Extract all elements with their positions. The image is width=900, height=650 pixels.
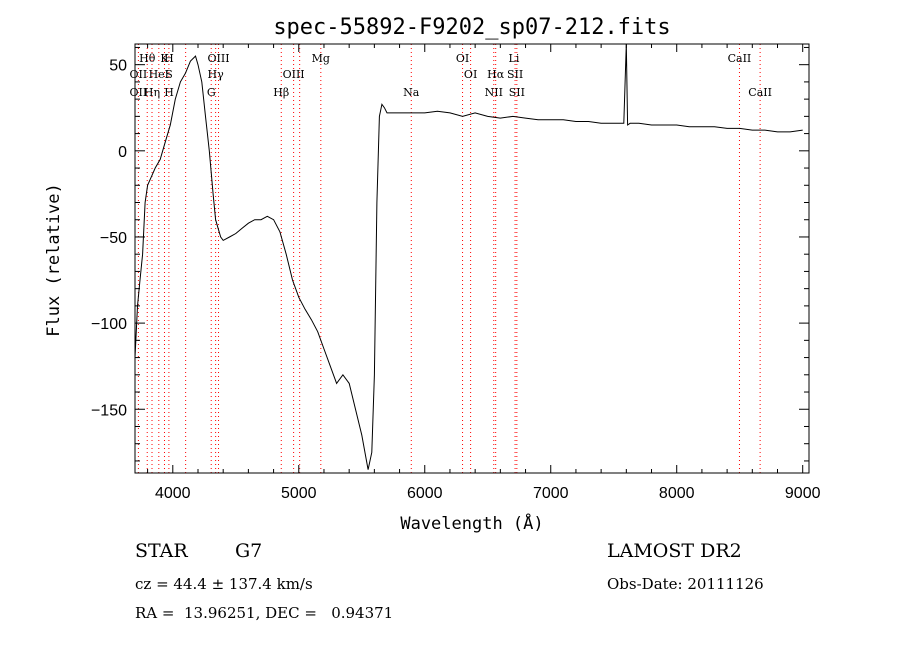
- x-tick-label: 6000: [407, 485, 443, 502]
- spectral-line-label: Hβ: [273, 86, 289, 99]
- spectral-line-label: H: [164, 52, 174, 65]
- x-tick-label: 9000: [785, 485, 821, 502]
- spectral-line-label: OI: [464, 68, 477, 81]
- survey-label: LAMOST DR2: [607, 540, 742, 562]
- spectral-line-label: CaII: [728, 52, 752, 65]
- y-tick-label: −50: [100, 230, 127, 247]
- spectral-line-label: Mg: [312, 52, 330, 65]
- redshift-cz: cz = 44.4 ± 137.4 km/s: [135, 575, 313, 593]
- spectral-line-label: NII: [485, 86, 503, 99]
- spectral-line-label: Li: [509, 52, 520, 65]
- spectral-line-label: G: [207, 86, 216, 99]
- object-subclass: G7: [235, 540, 263, 562]
- spectrum-line: [134, 43, 803, 470]
- spectral-line-label: Hη: [144, 86, 160, 99]
- x-tick-label: 4000: [155, 485, 191, 502]
- spectral-line-label: SII: [507, 68, 523, 81]
- x-tick-label: 5000: [281, 485, 317, 502]
- spectral-line-label: SII: [509, 86, 525, 99]
- y-tick-label: 0: [118, 144, 127, 161]
- axis-ticks: 4000 5000 6000 7000 8000 9000 50 0 −50 −100 −150: [91, 44, 821, 502]
- coordinates: RA = 13.96251, DEC = 0.94371: [135, 604, 394, 622]
- spectral-line-label: Hθ: [139, 52, 156, 65]
- object-class: STAR: [135, 540, 188, 562]
- x-axis-label: Wavelength (Å): [400, 512, 543, 534]
- chart-title: spec-55892-F9202_sp07-212.fits: [273, 15, 670, 40]
- observation-date: Obs-Date: 20111126: [607, 575, 764, 593]
- line-marker-layer: [137, 44, 761, 473]
- spectral-line-label: OI: [456, 52, 469, 65]
- y-tick-label: −100: [91, 316, 127, 333]
- spectral-line-label: K: [160, 52, 169, 65]
- y-tick-label: −150: [91, 402, 127, 419]
- spectral-line-label: S: [165, 68, 173, 81]
- spectral-line-label: Na: [403, 86, 420, 99]
- spectral-line-label: HeI: [149, 68, 169, 81]
- y-tick-label: 50: [109, 58, 127, 75]
- x-tick-label: 8000: [659, 485, 695, 502]
- spectral-line-label: Hγ: [208, 68, 225, 81]
- x-tick-label: 7000: [533, 485, 569, 502]
- y-axis-label: Flux (relative): [44, 183, 64, 337]
- spectral-line-label: H: [164, 86, 174, 99]
- spectral-line-label: CaII: [748, 86, 772, 99]
- spectral-line-label: OIII: [283, 68, 305, 81]
- spectral-line-label: Hα: [487, 68, 505, 81]
- spectral-line-label: OII: [130, 86, 148, 99]
- plot-frame: [134, 43, 810, 474]
- spectral-line-label: OII: [130, 68, 148, 81]
- spectral-line-label: OIII: [207, 52, 229, 65]
